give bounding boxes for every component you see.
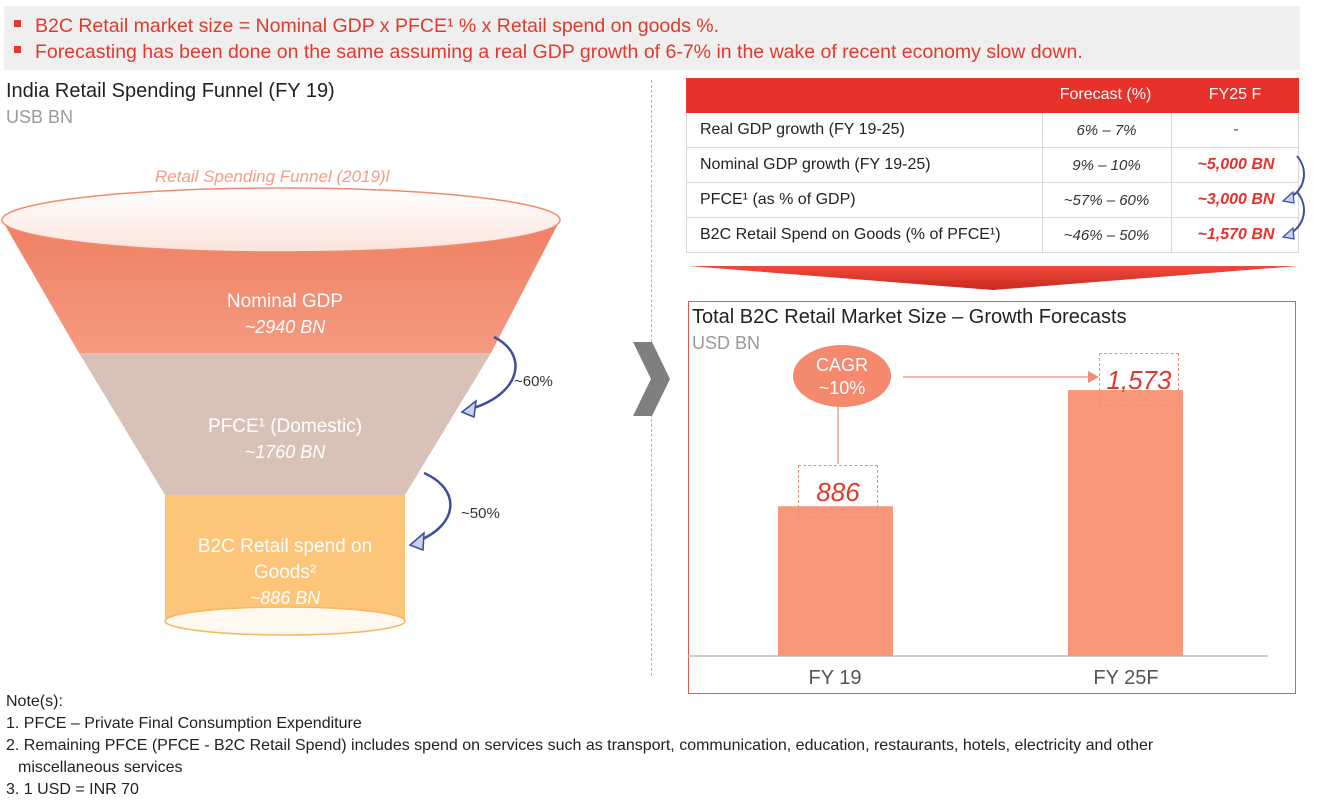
chart-title: Total B2C Retail Market Size – Growth Fo… bbox=[692, 306, 1127, 328]
curved-arrow-icon bbox=[469, 335, 517, 411]
funnel-stage-pfce bbox=[79, 353, 491, 495]
banner-line-2: Forecasting has been done on the same as… bbox=[35, 41, 1083, 63]
header-fy25: FY25 F bbox=[1208, 86, 1262, 103]
row-forecast: 9% – 10% bbox=[1072, 157, 1141, 174]
column-divider bbox=[1171, 113, 1172, 148]
market-size-chart-frame bbox=[688, 301, 1296, 694]
arrow-head-icon bbox=[1088, 371, 1099, 383]
row-fy25: ~3,000 BN bbox=[1197, 191, 1275, 208]
stage-nominal-gdp-name: Nominal GDP bbox=[226, 291, 344, 312]
banner-line-1: B2C Retail market size = Nominal GDP x P… bbox=[35, 15, 720, 37]
down-arrow-icon bbox=[688, 266, 1298, 290]
table-flow-arrows bbox=[1281, 155, 1305, 240]
funnel-base bbox=[164, 606, 406, 636]
note-item-continuation: miscellaneous services bbox=[18, 759, 183, 776]
table-row: B2C Retail Spend on Goods (% of PFCE¹) ~… bbox=[686, 218, 1299, 253]
row-forecast: 6% – 7% bbox=[1076, 122, 1137, 139]
arrow-head-icon bbox=[460, 399, 477, 419]
header-forecast: Forecast (%) bbox=[1059, 86, 1152, 103]
note-item: 2. Remaining PFCE (PFCE - B2C Retail Spe… bbox=[6, 737, 1154, 754]
row-forecast: ~57% – 60% bbox=[1063, 192, 1150, 209]
notes-heading: Note(s): bbox=[6, 693, 63, 710]
row-fy25: ~5,000 BN bbox=[1197, 156, 1275, 173]
funnel-caption: Retail Spending Funnel (2019)l bbox=[155, 167, 390, 186]
row-fy25: - bbox=[1233, 121, 1239, 138]
table-row: Nominal GDP growth (FY 19-25) 9% – 10% ~… bbox=[686, 148, 1299, 183]
footnotes: Note(s): 1. PFCE – Private Final Consump… bbox=[6, 691, 1316, 801]
stage-retail-name-line2: Goods² bbox=[253, 562, 317, 583]
stage-retail-value: ~886 BN bbox=[249, 588, 321, 608]
key-assumptions-banner: B2C Retail market size = Nominal GDP x P… bbox=[4, 6, 1300, 70]
funnel-unit: USB BN bbox=[6, 107, 74, 127]
note-item: 3. 1 USD = INR 70 bbox=[6, 781, 139, 798]
banner-bullet-2: Forecasting has been done on the same as… bbox=[14, 41, 1083, 64]
chart-unit: USD BN bbox=[692, 333, 761, 353]
column-divider bbox=[1042, 183, 1043, 218]
bar-value-label-fy19: 886 bbox=[798, 465, 878, 518]
note-item: 1. PFCE – Private Final Consumption Expe… bbox=[6, 715, 362, 732]
square-bullet-icon bbox=[14, 20, 21, 28]
funnel-stage-nominal-gdp bbox=[2, 220, 560, 353]
arrow-head-icon bbox=[408, 531, 425, 552]
retail-share-label: ~50% bbox=[461, 505, 500, 522]
cagr-label: CAGR bbox=[815, 355, 868, 375]
banner-bullet-1: B2C Retail market size = Nominal GDP x P… bbox=[14, 15, 719, 38]
bar-fy25f bbox=[1068, 390, 1183, 656]
stage-retail-name-line1: B2C Retail spend on bbox=[197, 536, 373, 557]
chevron-right-icon bbox=[633, 342, 670, 416]
row-label: PFCE¹ (as % of GDP) bbox=[700, 191, 856, 208]
funnel-rim bbox=[1, 187, 561, 253]
stage-nominal-gdp-value: ~2940 BN bbox=[244, 317, 326, 337]
arrow-head-icon bbox=[1281, 226, 1295, 240]
curved-arrow-icon bbox=[1288, 155, 1305, 199]
column-divider bbox=[1042, 148, 1043, 183]
curved-arrow-icon bbox=[417, 471, 452, 543]
forecast-table-header: Forecast (%) FY25 F bbox=[686, 78, 1299, 113]
table-row: Real GDP growth (FY 19-25) 6% – 7% - bbox=[686, 113, 1299, 148]
funnel-title: India Retail Spending Funnel (FY 19) bbox=[6, 80, 335, 102]
row-label: Real GDP growth (FY 19-25) bbox=[700, 121, 905, 138]
table-row: PFCE¹ (as % of GDP) ~57% – 60% ~3,000 BN bbox=[686, 183, 1299, 218]
row-fy25: ~1,570 BN bbox=[1197, 226, 1275, 243]
funnel-stage-retail bbox=[165, 495, 405, 621]
column-divider bbox=[1042, 113, 1043, 148]
cagr-value: ~10% bbox=[818, 378, 866, 398]
arrow-head-icon bbox=[1281, 190, 1295, 204]
bar-value-label-fy25f: 1,573 bbox=[1099, 353, 1179, 406]
x-tick-fy25f: FY 25F bbox=[1093, 667, 1159, 689]
column-divider bbox=[1171, 183, 1172, 218]
column-divider bbox=[1171, 218, 1172, 253]
pfce-share-label: ~60% bbox=[514, 373, 553, 390]
x-tick-fy19: FY 19 bbox=[808, 667, 862, 689]
row-forecast: ~46% – 50% bbox=[1063, 227, 1150, 244]
stage-pfce-name: PFCE¹ (Domestic) bbox=[207, 416, 363, 437]
cagr-bubble bbox=[793, 345, 891, 407]
column-divider bbox=[1171, 148, 1172, 183]
stage-pfce-value: ~1760 BN bbox=[244, 442, 326, 462]
row-label: B2C Retail Spend on Goods (% of PFCE¹) bbox=[700, 226, 1001, 243]
bar-fy19 bbox=[778, 506, 893, 656]
bar-chart bbox=[688, 345, 1268, 657]
square-bullet-icon bbox=[14, 46, 21, 54]
column-divider bbox=[1042, 218, 1043, 253]
row-label: Nominal GDP growth (FY 19-25) bbox=[700, 156, 931, 173]
funnel-graphic bbox=[1, 187, 561, 636]
